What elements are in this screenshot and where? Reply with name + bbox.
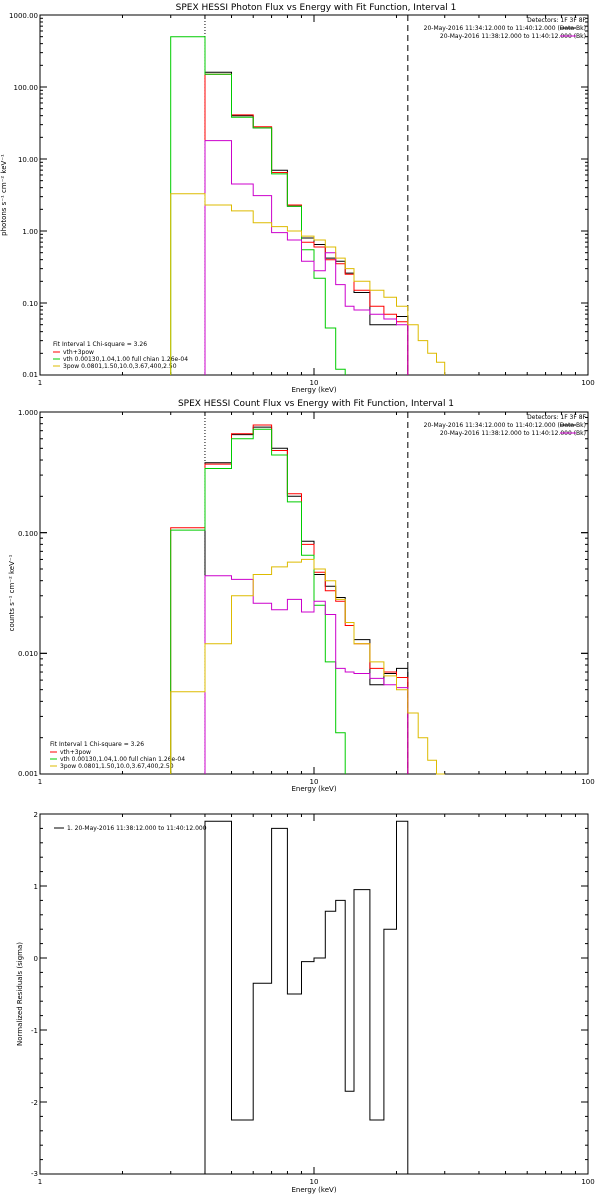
red-step-series: [170, 424, 409, 774]
x-tick-label: 1: [38, 778, 42, 786]
black-step-series: [204, 426, 409, 774]
x-tick-label: 100: [581, 1178, 594, 1186]
legend-fit-interval-text: Fit Interval 1 Chi-square = 3.26: [50, 741, 144, 748]
legend-total-text: vth+3pow: [63, 349, 94, 356]
count-flux-title: SPEX HESSI Count Flux vs Energy with Fit…: [178, 399, 454, 409]
x-tick-label: 100: [581, 379, 594, 387]
y-tick-label: 2: [34, 811, 38, 819]
y-tick-label: 1.000: [18, 409, 38, 417]
black-step-series: [204, 820, 409, 1174]
magenta-step-series: [204, 575, 409, 774]
x-tick-label: 10: [310, 379, 319, 387]
legend-vth-text: vth 0.00130,1.04,1.00 full chian 1.26e-0…: [60, 756, 185, 763]
x-tick-label: 10: [310, 1178, 319, 1186]
legend-vth-text: vth 0.00130,1.04,1.00 full chian 1.26e-0…: [63, 356, 188, 363]
y-tick-label: 10.00: [18, 156, 38, 164]
photon-flux-title: SPEX HESSI Photon Flux vs Energy with Fi…: [176, 3, 457, 13]
y-tick-label: 1: [34, 883, 38, 891]
y-axis-label: Normalized Residuals (sigma): [16, 942, 24, 1046]
photon-flux-panel: SPEX HESSI Photon Flux vs Energy with Fi…: [0, 3, 595, 394]
red-step-series: [204, 73, 409, 375]
data-interval-text: 20-May-2016 11:34:12.000 to 11:40:12.000…: [424, 422, 586, 429]
x-tick-label: 100: [581, 778, 594, 786]
yellow-step-series: [170, 558, 445, 775]
x-axis-label: Energy (keV): [291, 386, 336, 394]
legend-fit-interval-text: Fit Interval 1 Chi-square = 3.26: [53, 341, 147, 348]
legend-3pow-text: 3pow 0.0801,1.50,10.0,3.67,400,2.50: [63, 363, 177, 370]
y-tick-label: 0.001: [18, 770, 38, 778]
legend-total-text: vth+3pow: [60, 749, 91, 756]
count-flux-panel: SPEX HESSI Count Flux vs Energy with Fit…: [8, 399, 595, 793]
residuals-panel: 2 1 0 -1 -2 -3 1 10 100 Energy (keV) Nor…: [16, 811, 595, 1194]
y-tick-label: 1.00: [22, 228, 38, 236]
detectors-text: Detectors: 1F 3F 8F: [527, 414, 586, 421]
y-tick-label: 100.00: [14, 84, 39, 92]
y-tick-label: 0: [34, 955, 38, 963]
x-tick-label: 10: [310, 778, 319, 786]
data-interval-text: 20-May-2016 11:34:12.000 to 11:40:12.000…: [424, 25, 586, 32]
green-step-series: [170, 36, 346, 375]
y-tick-label: 0.010: [18, 650, 38, 658]
y-tick-label: 0.01: [22, 371, 38, 379]
photon-flux-plot-frame: [39, 14, 589, 376]
y-tick-label: 1000.00: [9, 12, 38, 20]
legend-3pow-text: 3pow 0.0801,1.50,10.0,3.67,400,2.50: [60, 763, 174, 770]
legend-interval-text: 1. 20-May-2016 11:38:12.000 to 11:40:12.…: [67, 825, 207, 832]
x-tick-label: 1: [38, 1178, 42, 1186]
background-interval-text: 20-May-2016 11:38:12.000 to 11:40:12.000…: [440, 430, 586, 437]
y-tick-label: -2: [31, 1099, 38, 1107]
y-tick-label: -3: [31, 1170, 38, 1178]
y-tick-label: 0.10: [22, 300, 38, 308]
x-axis-label: Energy (keV): [291, 785, 336, 793]
background-interval-text: 20-May-2016 11:38:12.000 to 11:40:12.000…: [440, 33, 586, 40]
residuals-plot-frame: [39, 813, 589, 1175]
magenta-step-series: [204, 140, 409, 375]
yellow-step-series: [170, 193, 446, 375]
y-tick-label: 0.100: [18, 530, 38, 538]
detectors-text: Detectors: 1F 3F 8F: [527, 17, 586, 24]
x-axis-label: Energy (keV): [291, 1186, 336, 1194]
y-axis-label: photons s⁻¹ cm⁻² keV⁻¹: [0, 154, 8, 236]
y-axis-label: counts s⁻¹ cm⁻² keV⁻¹: [8, 554, 16, 631]
x-tick-label: 1: [38, 379, 42, 387]
green-step-series: [170, 428, 346, 774]
y-tick-label: -1: [31, 1027, 38, 1035]
